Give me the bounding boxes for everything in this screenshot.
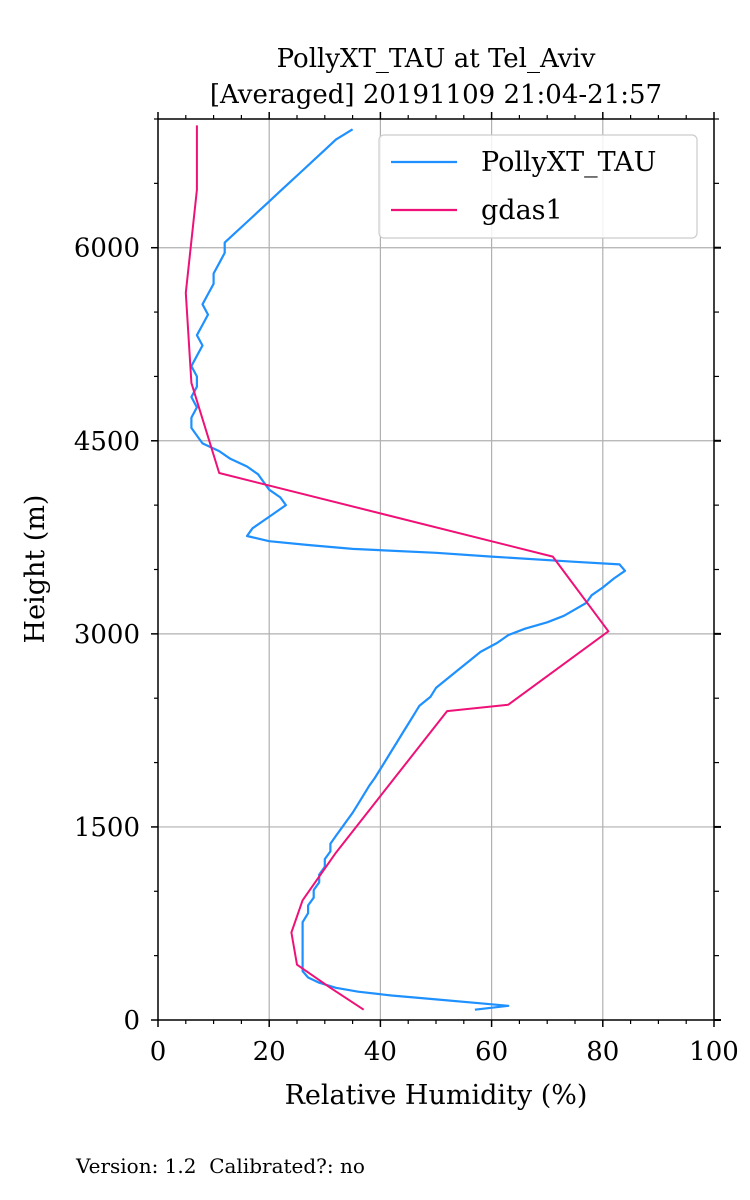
ticks: 0 20 40 60 80 100 0 1500 3000 4500 6000 (74, 112, 739, 1067)
y-tick-label: 0 (123, 1006, 140, 1036)
x-tick-label: 60 (475, 1037, 508, 1067)
axes-frame (157, 118, 715, 1021)
y-tick-label: 3000 (74, 620, 140, 650)
series-group (184, 125, 627, 1011)
x-tick-label: 100 (689, 1037, 739, 1067)
x-tick-label: 40 (364, 1037, 397, 1067)
legend-label: gdas1 (481, 195, 563, 226)
chart-title: PollyXT_TAU at Tel_Aviv (276, 44, 596, 74)
series-line-gdas1 (184, 125, 610, 1011)
x-tick-label: 80 (586, 1037, 619, 1067)
grid (158, 119, 714, 1020)
y-tick-label: 4500 (74, 427, 140, 457)
legend-box (378, 134, 698, 239)
series-line-pollyxt-tau (190, 128, 627, 1011)
legend-label: PollyXT_TAU (481, 147, 656, 178)
chart-subtitle: [Averaged] 20191109 21:04-21:57 (209, 80, 663, 110)
version-footer: Version: 1.2 Calibrated?: no (76, 1154, 365, 1178)
x-axis-label: Relative Humidity (%) (285, 1080, 588, 1111)
legend: PollyXT_TAU gdas1 (378, 134, 698, 239)
y-tick-label: 6000 (74, 234, 140, 264)
y-axis-label: Height (m) (20, 495, 51, 644)
y-tick-label: 1500 (74, 813, 140, 843)
x-tick-label: 0 (150, 1037, 167, 1067)
x-tick-label: 20 (253, 1037, 286, 1067)
